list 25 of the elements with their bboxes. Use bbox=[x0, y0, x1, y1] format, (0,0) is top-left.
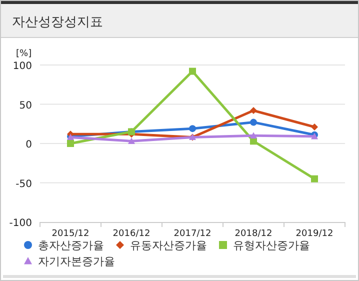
point bbox=[189, 125, 196, 132]
y-tick-label: 0 bbox=[26, 140, 32, 150]
x-tick-label: 2016/12 bbox=[112, 229, 150, 239]
legend-label: 자기자본증가율 bbox=[38, 255, 115, 268]
point bbox=[311, 124, 318, 131]
point bbox=[67, 140, 74, 147]
point bbox=[189, 68, 196, 75]
point bbox=[250, 107, 257, 114]
point bbox=[250, 118, 257, 126]
legend-label: 총자산증가율 bbox=[38, 239, 104, 252]
point bbox=[128, 138, 135, 144]
y-tick-label: 50 bbox=[19, 100, 32, 112]
point bbox=[250, 132, 257, 138]
x-tick-label: 2019/12 bbox=[296, 229, 334, 239]
chart-title: 자산성장성지표 bbox=[12, 15, 103, 30]
legend-label: 유형자산증가율 bbox=[233, 239, 310, 252]
legend-label: 유동자산증가율 bbox=[130, 239, 207, 252]
y-tick-label: 100 bbox=[12, 61, 32, 72]
y-tick-label: -100 bbox=[9, 218, 32, 229]
x-tick-label: 2018/12 bbox=[234, 229, 272, 239]
x-tick-label: 2017/12 bbox=[174, 229, 212, 239]
x-tick-label: 2015/12 bbox=[52, 229, 90, 239]
point bbox=[311, 175, 318, 182]
y-tick-label: -50 bbox=[16, 178, 32, 190]
y-axis-title: [%] bbox=[16, 49, 32, 59]
